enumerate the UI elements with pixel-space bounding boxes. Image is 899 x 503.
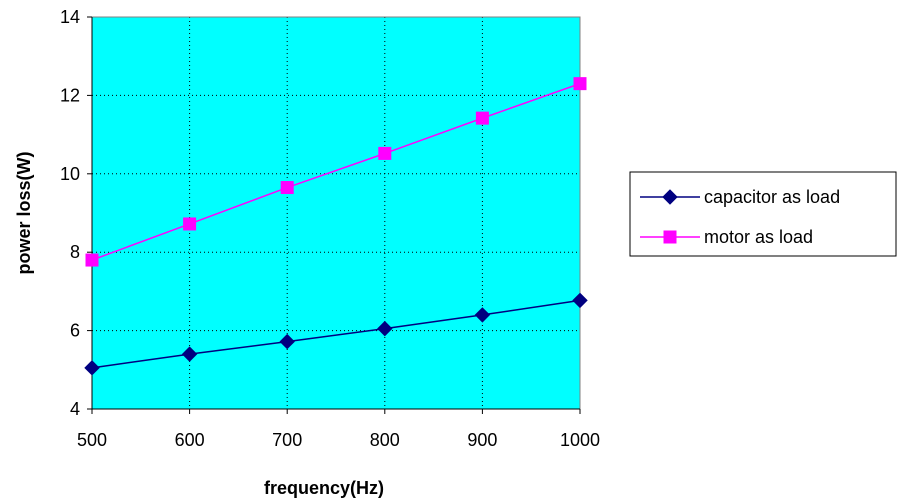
legend-label: motor as load [704, 227, 813, 247]
y-tick-label: 12 [60, 85, 80, 105]
data-point-diamond [84, 360, 100, 376]
data-point-square [475, 111, 489, 125]
plot-area [92, 17, 580, 409]
x-tick-label: 900 [467, 430, 497, 450]
data-point-diamond [279, 333, 295, 350]
data-point-square [85, 253, 99, 267]
legend: capacitor as load motor as load [629, 171, 897, 257]
y-tick-label: 8 [70, 242, 80, 262]
x-tick-label: 500 [77, 430, 107, 450]
data-point-diamond [572, 292, 588, 309]
gridlines [92, 17, 580, 409]
x-tick-label: 1000 [560, 430, 600, 450]
data-point-square [378, 146, 392, 160]
data-point-diamond [662, 189, 678, 205]
x-tick-label: 800 [370, 430, 400, 450]
series-line [91, 299, 581, 369]
y-tick-label: 14 [60, 7, 80, 27]
data-point-diamond [474, 307, 491, 323]
data-point-diamond [377, 320, 393, 337]
y-tick-label: 10 [60, 164, 80, 184]
x-tick-label: 700 [272, 430, 302, 450]
y-axis-title: power loss(W) [14, 151, 34, 274]
data-point-square [663, 230, 677, 244]
data-point-diamond [181, 346, 198, 362]
series-line [91, 82, 581, 261]
x-axis-title: frequency(Hz) [264, 478, 384, 498]
legend-label: capacitor as load [704, 187, 840, 207]
axes: 4 6 8 10 12 14 500 600 700 800 900 1000 [60, 7, 600, 450]
data-point-square [183, 217, 197, 231]
y-tick-label: 4 [70, 399, 80, 419]
y-tick-label: 6 [70, 321, 80, 341]
data-point-square [280, 181, 294, 195]
x-tick-label: 600 [175, 430, 205, 450]
data-point-square [573, 77, 587, 91]
series-group [84, 77, 588, 376]
